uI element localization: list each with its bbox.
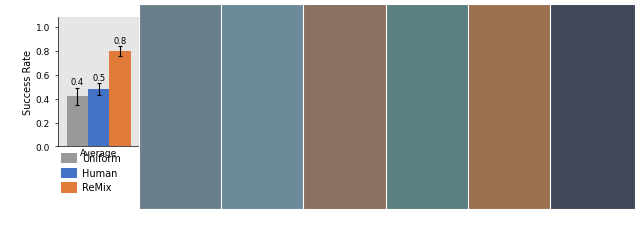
Bar [149, 111, 170, 147]
Bar [192, 28, 213, 147]
Bar [417, 52, 438, 147]
Bar [438, 52, 460, 147]
Bar [521, 39, 542, 147]
Title: RT-X Mix: RT-X Mix [316, 5, 375, 18]
Text: 0.6: 0.6 [564, 65, 578, 74]
Text: 0.9: 0.9 [525, 29, 538, 38]
Text: 0.0: 0.0 [339, 136, 352, 145]
Text: 0.4: 0.4 [504, 89, 516, 98]
Bar [478, 111, 499, 147]
Bar [561, 75, 582, 147]
Bar [231, 111, 253, 147]
Bar [109, 52, 131, 147]
Text: 0.9: 0.9 [400, 29, 413, 38]
Bar [274, 52, 296, 147]
Text: 0.3: 0.3 [236, 101, 248, 110]
Y-axis label: Success Rate: Success Rate [23, 50, 33, 115]
Bar [67, 97, 88, 147]
Bar [88, 90, 109, 147]
Text: 1.0: 1.0 [196, 17, 209, 26]
Bar [60, 18, 138, 147]
Text: 0.6: 0.6 [586, 65, 599, 74]
Text: 0.8: 0.8 [421, 41, 435, 50]
Text: Human: Human [82, 168, 117, 178]
Text: 0.8: 0.8 [278, 41, 291, 50]
Text: 0.8: 0.8 [443, 41, 456, 50]
Bar [396, 39, 417, 147]
Bar [499, 99, 521, 147]
Bar [314, 135, 335, 147]
Bar [170, 63, 192, 147]
Text: 0.4: 0.4 [257, 89, 270, 98]
Text: ReMix: ReMix [82, 183, 111, 193]
Bar [582, 75, 603, 147]
Text: 0.7: 0.7 [175, 53, 188, 62]
Text: 0.5: 0.5 [92, 73, 106, 82]
Text: 0.7: 0.7 [360, 53, 374, 62]
Text: 0.1: 0.1 [317, 124, 331, 133]
Bar [603, 75, 625, 147]
Text: 0.6: 0.6 [607, 65, 620, 74]
Bar [356, 63, 378, 147]
Bar [253, 99, 274, 147]
Text: 0.4: 0.4 [71, 78, 84, 87]
Text: 0.8: 0.8 [113, 36, 127, 45]
Text: 0.3: 0.3 [153, 101, 166, 110]
Text: Uniform: Uniform [82, 153, 121, 163]
Text: 0.3: 0.3 [482, 101, 495, 110]
